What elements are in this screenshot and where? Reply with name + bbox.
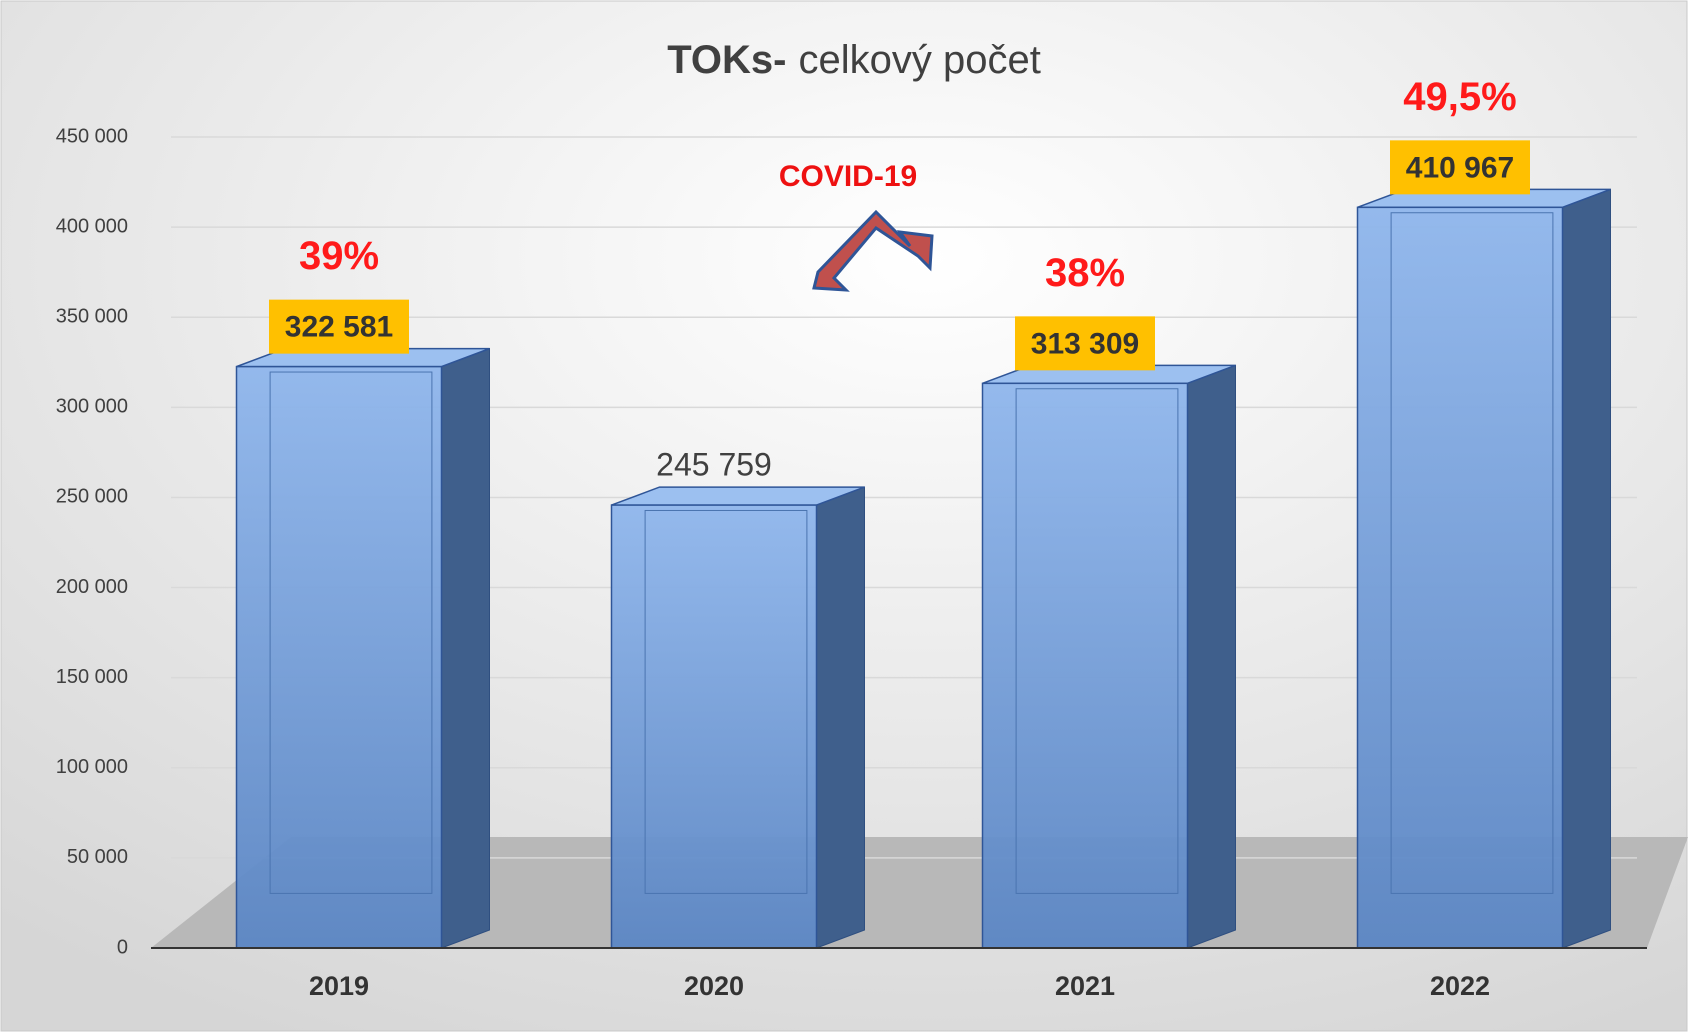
- x-tick-label: 2020: [684, 971, 744, 1001]
- y-tick-label: 400 000: [56, 215, 128, 237]
- percent-label: 38%: [1045, 251, 1125, 295]
- bar: [1356, 206, 1564, 949]
- covid-arrow: [812, 209, 934, 292]
- x-tick-label: 2019: [309, 971, 369, 1001]
- title-rest: celkový počet: [798, 38, 1040, 82]
- bar: [981, 382, 1189, 949]
- bar-side: [441, 347, 490, 949]
- bar-back-edge: [1015, 388, 1179, 894]
- bar-side: [816, 486, 865, 949]
- percent-label: 49,5%: [1403, 75, 1516, 119]
- value-label-box: [269, 299, 409, 354]
- bar: [610, 504, 818, 949]
- percent-label: 39%: [299, 234, 379, 278]
- y-tick-label: 100 000: [56, 756, 128, 778]
- value-label: 245 759: [656, 447, 772, 483]
- bar-back-edge: [269, 371, 433, 894]
- y-tick-label: 150 000: [56, 666, 128, 688]
- bar-side: [1562, 188, 1611, 949]
- bar-group: [610, 486, 865, 949]
- y-tick-label: 50 000: [67, 846, 128, 868]
- bar-group: [235, 347, 490, 949]
- x-tick-label: 2022: [1430, 971, 1490, 1001]
- value-label: 313 309: [1031, 327, 1139, 360]
- y-tick-label: 450 000: [56, 125, 128, 147]
- title-bold: TOKs-: [667, 38, 786, 82]
- y-tick-label: 350 000: [56, 306, 128, 328]
- y-tick-label: 250 000: [56, 486, 128, 508]
- annotation: COVID-19: [779, 160, 917, 193]
- bar-back-edge: [1390, 212, 1554, 894]
- y-tick-label: 0: [117, 936, 128, 958]
- bars: [235, 188, 1611, 949]
- y-tick-label: 200 000: [56, 576, 128, 598]
- value-label: 410 967: [1406, 151, 1514, 184]
- bar: [235, 365, 443, 949]
- bar-side: [1187, 364, 1236, 949]
- bar-group: [981, 364, 1236, 949]
- value-label-box: [1015, 316, 1155, 371]
- y-tick-label: 300 000: [56, 396, 128, 418]
- value-label: 322 581: [285, 311, 393, 344]
- bar-back-edge: [644, 509, 808, 894]
- chart-title: TOKs-celkový počet: [667, 38, 1041, 82]
- x-tick-label: 2021: [1055, 971, 1115, 1001]
- bar-group: [1356, 188, 1611, 949]
- floor: [151, 837, 1688, 948]
- value-label-box: [1390, 140, 1530, 195]
